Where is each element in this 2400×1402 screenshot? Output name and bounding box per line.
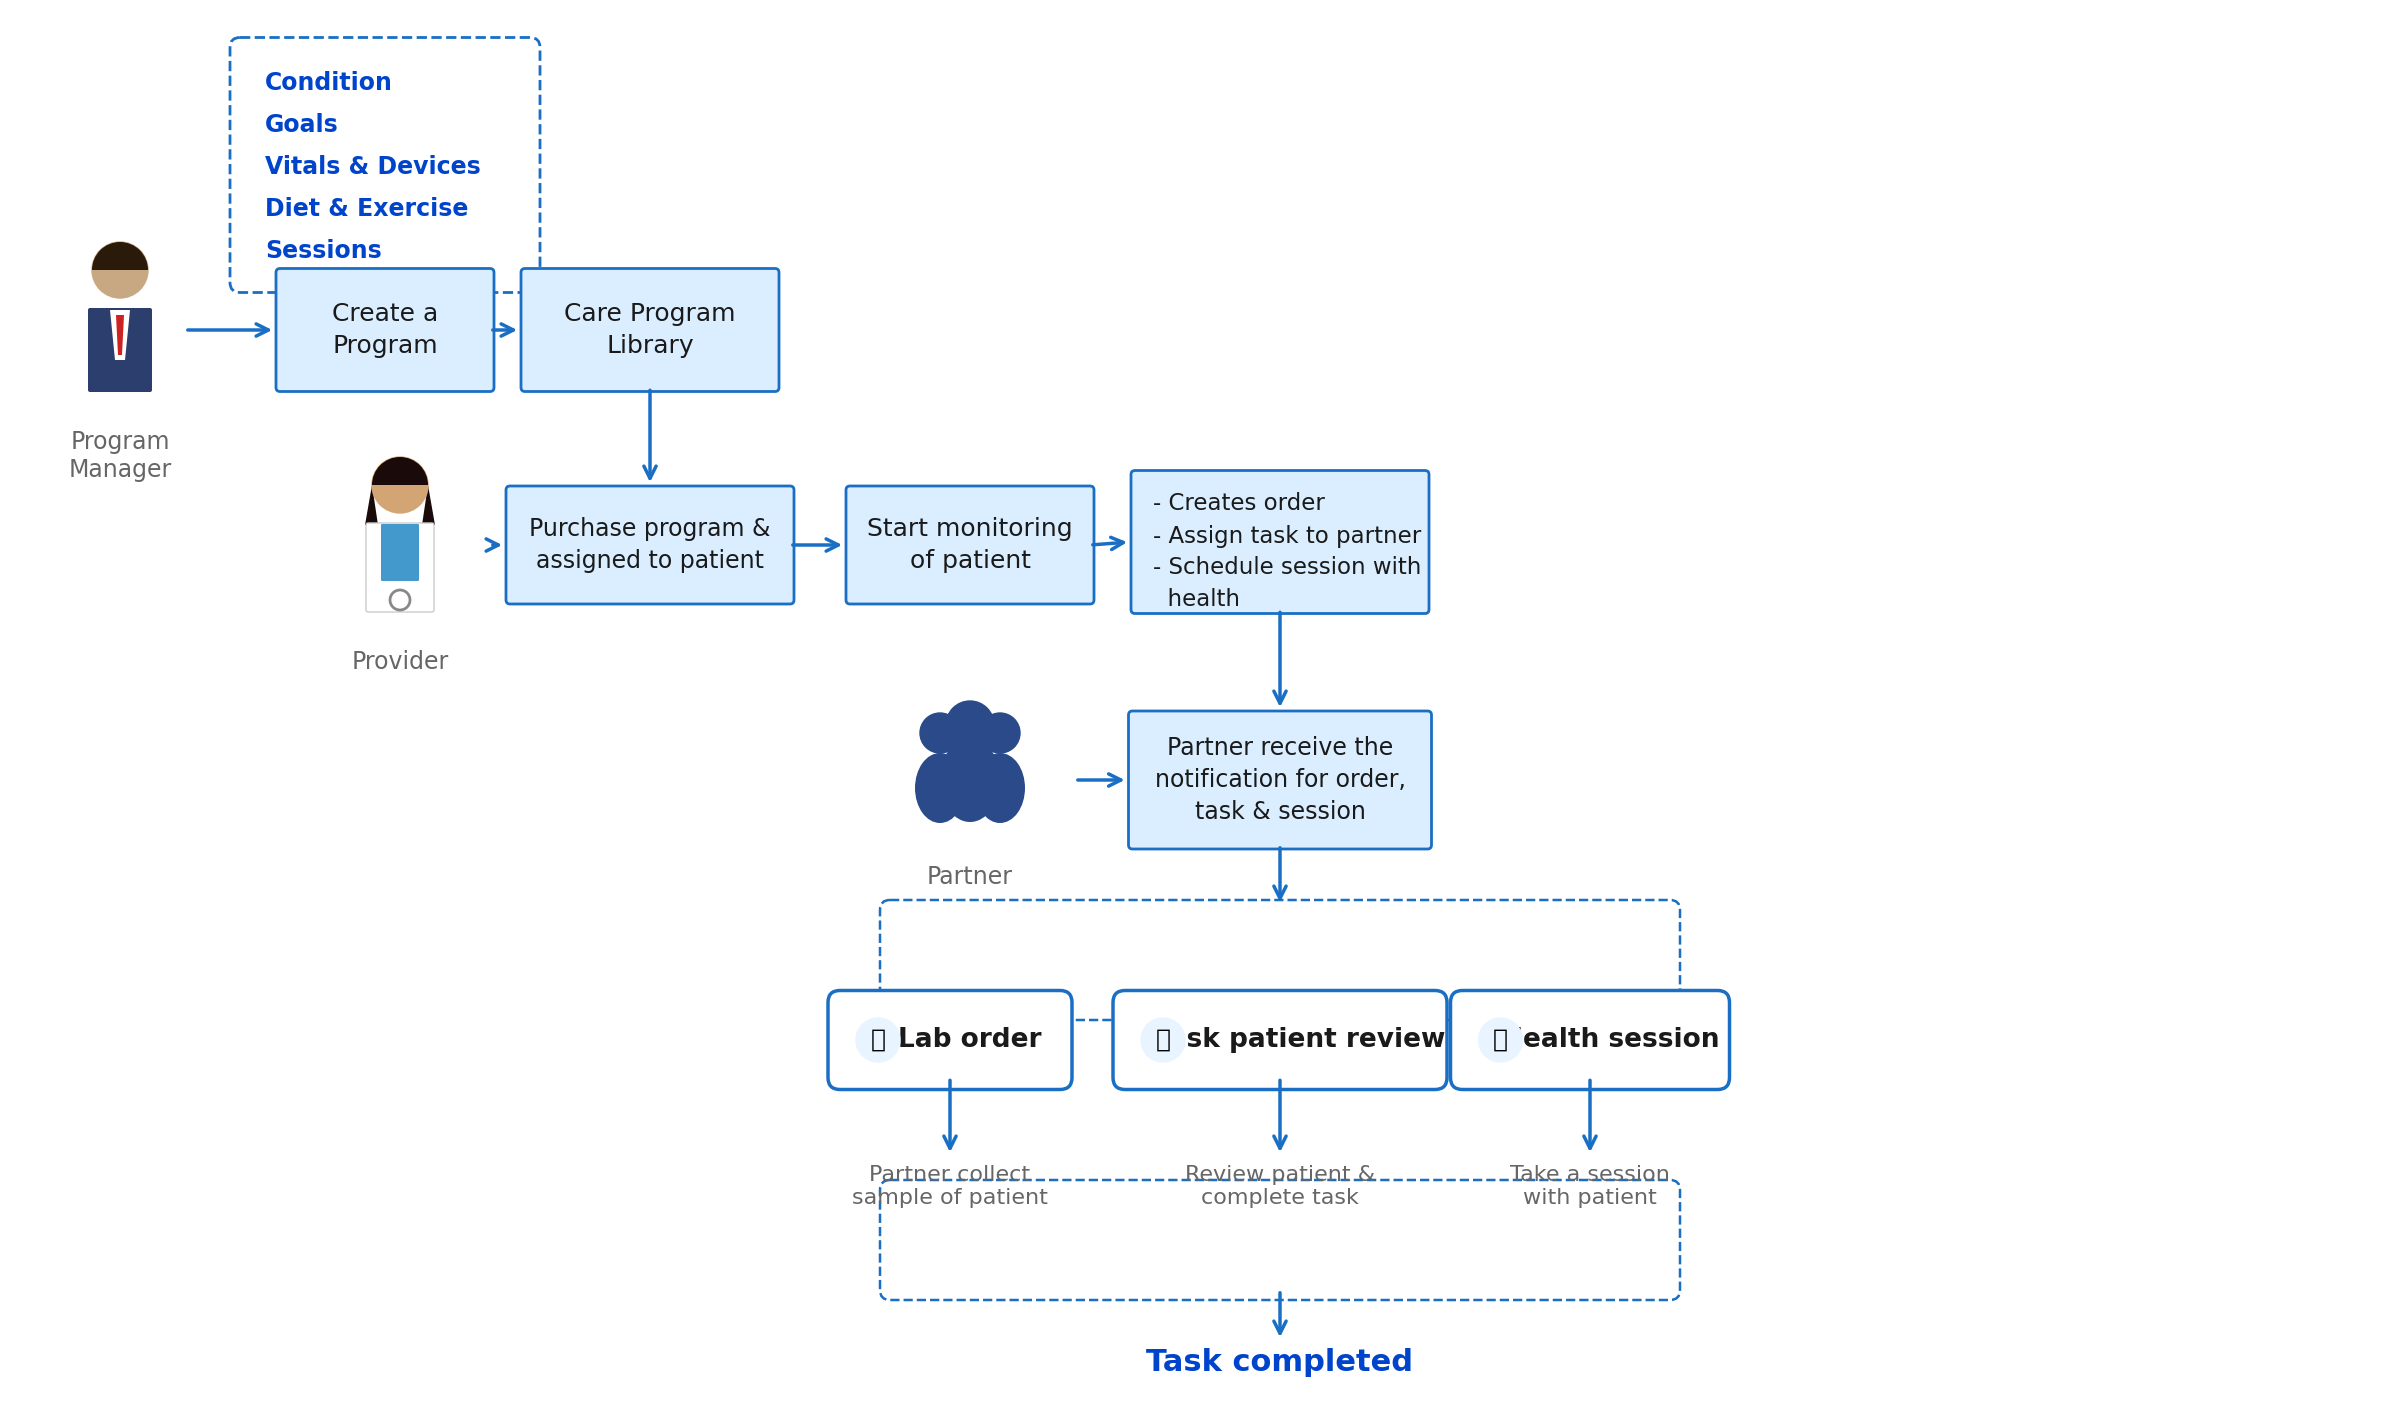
- FancyBboxPatch shape: [1130, 471, 1428, 614]
- Circle shape: [857, 1018, 900, 1061]
- Text: Create a
Program: Create a Program: [331, 303, 439, 358]
- Circle shape: [946, 701, 994, 749]
- Text: Partner collect
sample of patient: Partner collect sample of patient: [852, 1165, 1049, 1209]
- Ellipse shape: [941, 737, 1001, 822]
- Text: Take a session
with patient: Take a session with patient: [1510, 1165, 1670, 1209]
- Text: Program
Manager: Program Manager: [67, 430, 173, 482]
- Text: Provider: Provider: [350, 651, 449, 674]
- Text: Task completed: Task completed: [1147, 1347, 1414, 1377]
- Circle shape: [979, 714, 1020, 753]
- FancyBboxPatch shape: [1114, 990, 1447, 1089]
- Text: Task patient review: Task patient review: [1154, 1028, 1445, 1053]
- Circle shape: [1478, 1018, 1522, 1061]
- Text: 🏥: 🏥: [1493, 1028, 1507, 1052]
- Polygon shape: [110, 310, 130, 360]
- FancyBboxPatch shape: [89, 308, 151, 393]
- Text: Partner receive the
notification for order,
task & session: Partner receive the notification for ord…: [1154, 736, 1406, 823]
- Circle shape: [919, 714, 960, 753]
- FancyBboxPatch shape: [521, 269, 780, 391]
- FancyBboxPatch shape: [1128, 711, 1430, 850]
- Text: Diet & Exercise: Diet & Exercise: [264, 196, 468, 220]
- FancyBboxPatch shape: [382, 524, 420, 580]
- Text: Condition: Condition: [264, 70, 394, 94]
- Text: Partner: Partner: [926, 865, 1013, 889]
- Ellipse shape: [974, 753, 1025, 823]
- Text: Health session: Health session: [1500, 1028, 1718, 1053]
- Text: Start monitoring
of patient: Start monitoring of patient: [866, 517, 1073, 573]
- Text: Care Program
Library: Care Program Library: [564, 303, 737, 358]
- Text: 🧪: 🧪: [871, 1028, 886, 1052]
- Circle shape: [372, 457, 427, 513]
- Text: Sessions: Sessions: [264, 238, 382, 262]
- Text: 📋: 📋: [1154, 1028, 1171, 1052]
- Text: Review patient &
complete task: Review patient & complete task: [1186, 1165, 1375, 1209]
- FancyBboxPatch shape: [276, 269, 494, 391]
- FancyBboxPatch shape: [506, 486, 794, 604]
- FancyBboxPatch shape: [828, 990, 1073, 1089]
- FancyBboxPatch shape: [1450, 990, 1730, 1089]
- Circle shape: [91, 243, 149, 299]
- Polygon shape: [365, 485, 379, 524]
- FancyBboxPatch shape: [365, 523, 434, 613]
- Ellipse shape: [914, 753, 965, 823]
- Wedge shape: [372, 457, 427, 485]
- Text: Goals: Goals: [264, 112, 338, 136]
- Text: - Creates order
- Assign task to partner
- Schedule session with
  health: - Creates order - Assign task to partner…: [1152, 492, 1421, 611]
- Circle shape: [1140, 1018, 1186, 1061]
- Polygon shape: [115, 315, 125, 355]
- FancyBboxPatch shape: [847, 486, 1094, 604]
- Text: Lab order: Lab order: [898, 1028, 1042, 1053]
- Polygon shape: [422, 485, 434, 524]
- Text: Purchase program &
assigned to patient: Purchase program & assigned to patient: [530, 517, 770, 573]
- Wedge shape: [91, 243, 149, 271]
- Text: Vitals & Devices: Vitals & Devices: [264, 154, 480, 178]
